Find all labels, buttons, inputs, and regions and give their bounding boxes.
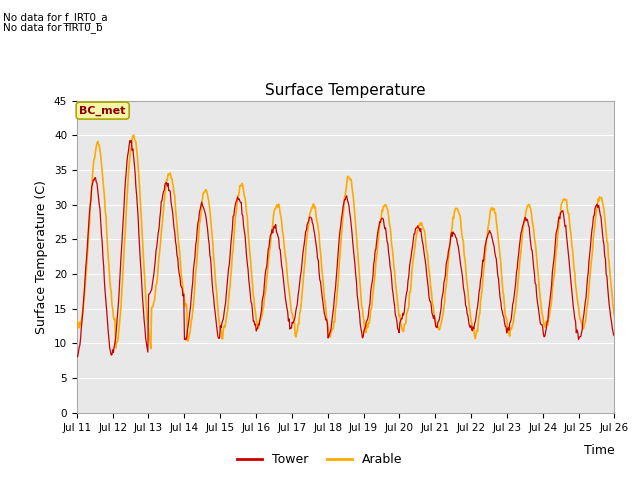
Text: No data for f̅IRT0̅_b: No data for f̅IRT0̅_b bbox=[3, 22, 103, 33]
Y-axis label: Surface Temperature (C): Surface Temperature (C) bbox=[35, 180, 48, 334]
Legend: Tower, Arable: Tower, Arable bbox=[232, 448, 408, 471]
Text: BC_met: BC_met bbox=[79, 106, 126, 116]
Title: Surface Temperature: Surface Temperature bbox=[266, 83, 426, 98]
Text: Time: Time bbox=[584, 444, 614, 457]
Text: No data for f_IRT0_a: No data for f_IRT0_a bbox=[3, 12, 108, 23]
